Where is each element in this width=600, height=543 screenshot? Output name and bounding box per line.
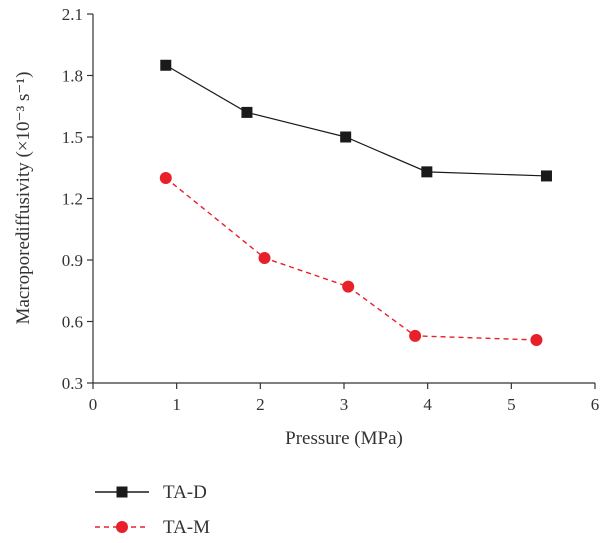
legend-label: TA-D [163, 482, 207, 503]
series-line [165, 64, 547, 177]
y-tick-label: 0.3 [62, 374, 83, 393]
x-tick-label: 1 [172, 395, 181, 414]
data-point [342, 280, 355, 293]
data-point [160, 59, 172, 71]
series-ta-m [159, 172, 543, 346]
data-point [540, 170, 552, 182]
data-point [159, 172, 172, 184]
plot-area [159, 59, 552, 346]
x-axis-label: Pressure (MPa) [285, 428, 403, 449]
data-point [409, 329, 422, 342]
legend-item: TA-D [95, 482, 207, 503]
y-tick-label: 0.6 [62, 313, 83, 332]
legend-item: TA-M [95, 517, 210, 538]
legend-label: TA-M [163, 517, 210, 538]
legend-marker [116, 486, 128, 498]
legend-marker [116, 521, 128, 533]
data-point [421, 166, 433, 178]
series-line [165, 177, 537, 341]
y-tick-label: 2.1 [62, 5, 83, 24]
legend: TA-D TA-M [95, 482, 210, 538]
y-tick-label: 1.2 [62, 190, 83, 209]
x-tick-label: 6 [591, 395, 600, 414]
y-tick-label: 0.9 [62, 251, 83, 270]
x-ticks: 0 1 2 3 4 5 6 [89, 383, 600, 414]
x-tick-label: 3 [340, 395, 349, 414]
data-point [340, 131, 352, 143]
y-tick-label: 1.5 [62, 128, 83, 147]
y-axis-label: Macroporediffusivity (×10⁻³ s⁻¹) [13, 72, 34, 325]
y-tick-label: 1.8 [62, 67, 83, 86]
x-tick-label: 0 [89, 395, 98, 414]
data-point [241, 106, 253, 118]
series-ta-d [160, 59, 552, 182]
x-tick-label: 4 [423, 395, 432, 414]
x-tick-label: 2 [256, 395, 265, 414]
y-ticks: 0.3 0.6 0.9 1.2 1.5 1.8 2.1 [62, 5, 93, 393]
data-point [258, 251, 271, 264]
x-tick-label: 5 [507, 395, 516, 414]
data-point [530, 333, 543, 346]
